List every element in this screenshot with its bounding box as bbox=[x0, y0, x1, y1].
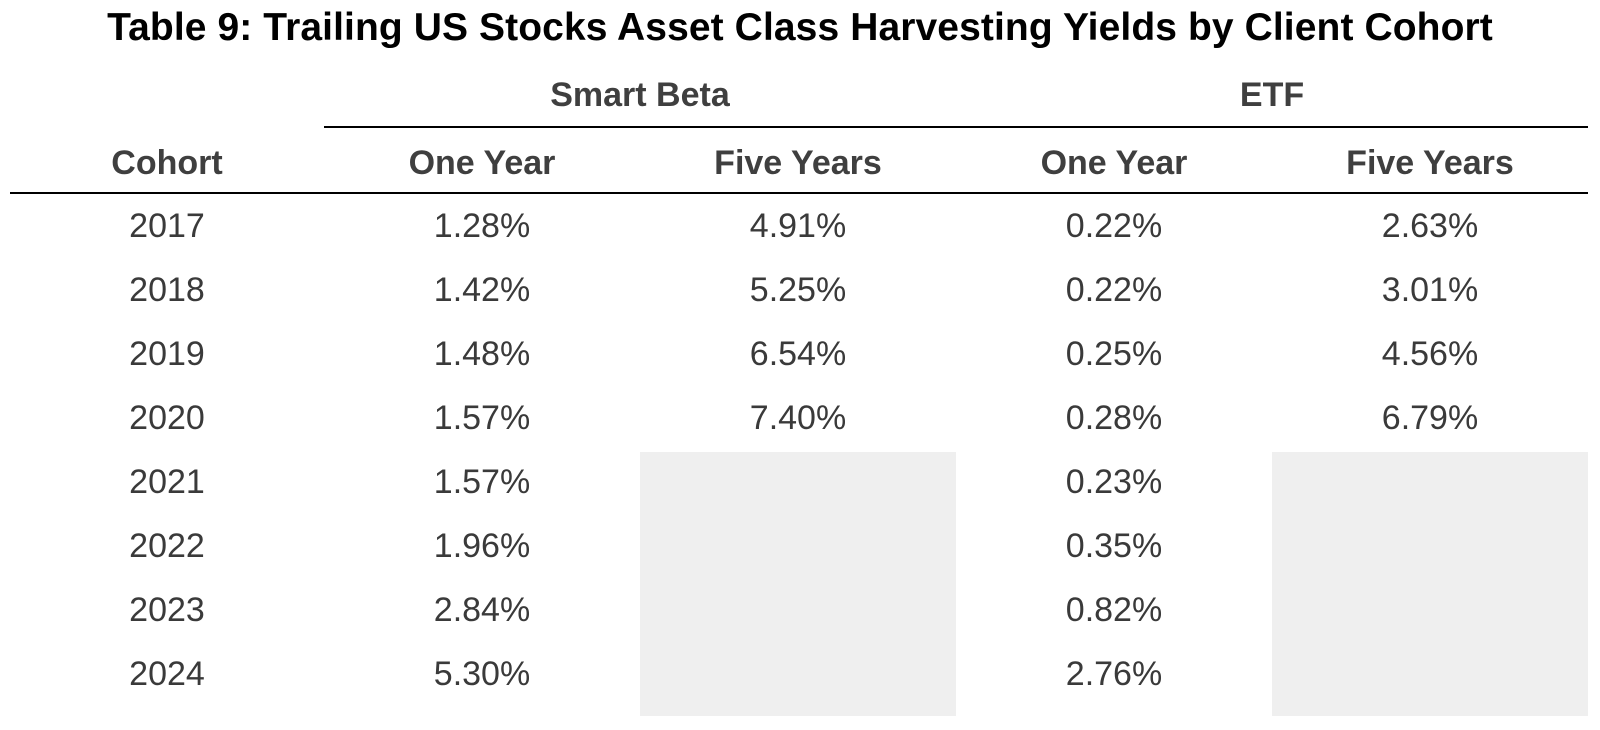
column-header-smart-beta-five-years: Five Years bbox=[714, 144, 882, 182]
cell-etf-five-years bbox=[1272, 642, 1588, 706]
column-header-etf-five-years: Five Years bbox=[1346, 144, 1514, 182]
cell-etf-one-year: 0.82% bbox=[1065, 591, 1163, 629]
cell-etf-one-year: 0.25% bbox=[1065, 335, 1163, 373]
cell-etf-one-year: 0.22% bbox=[1065, 271, 1163, 309]
cell-smart-beta-five-years bbox=[640, 642, 956, 706]
cell-cohort: 2020 bbox=[129, 399, 205, 437]
cell-etf-five-years bbox=[1272, 578, 1588, 642]
smart-beta-five-years-unavailable-shade bbox=[640, 452, 956, 716]
cell-smart-beta-five-years: 5.25% bbox=[749, 271, 847, 309]
group-header-smart-beta: Smart Beta bbox=[550, 76, 730, 114]
cell-smart-beta-one-year: 1.57% bbox=[433, 399, 531, 437]
cell-smart-beta-one-year: 2.84% bbox=[433, 591, 531, 629]
cell-smart-beta-five-years bbox=[640, 450, 956, 514]
cell-cohort: 2022 bbox=[129, 527, 205, 565]
column-header-smart-beta-one-year: One Year bbox=[408, 144, 556, 182]
cell-smart-beta-one-year: 5.30% bbox=[433, 655, 531, 693]
cell-etf-five-years bbox=[1272, 450, 1588, 514]
cell-cohort: 2019 bbox=[129, 335, 205, 373]
cell-smart-beta-five-years: 6.54% bbox=[749, 335, 847, 373]
cell-etf-five-years: 2.63% bbox=[1381, 207, 1479, 245]
cell-cohort: 2021 bbox=[129, 463, 205, 501]
cell-smart-beta-five-years bbox=[640, 514, 956, 578]
cell-etf-five-years: 6.79% bbox=[1381, 399, 1479, 437]
group-header-etf: ETF bbox=[1239, 76, 1305, 114]
cell-etf-five-years: 4.56% bbox=[1381, 335, 1479, 373]
cell-smart-beta-five-years bbox=[640, 578, 956, 642]
cell-smart-beta-one-year: 1.42% bbox=[433, 271, 531, 309]
cell-etf-one-year: 0.23% bbox=[1065, 463, 1163, 501]
column-header-cohort: Cohort bbox=[111, 144, 223, 182]
etf-five-years-unavailable-shade bbox=[1272, 452, 1588, 716]
cell-cohort: 2018 bbox=[129, 271, 205, 309]
cell-etf-one-year: 0.22% bbox=[1065, 207, 1163, 245]
cell-etf-five-years: 3.01% bbox=[1381, 271, 1479, 309]
column-header-etf-one-year: One Year bbox=[1040, 144, 1188, 182]
cell-etf-one-year: 0.28% bbox=[1065, 399, 1163, 437]
cell-smart-beta-one-year: 1.28% bbox=[433, 207, 531, 245]
cell-etf-one-year: 0.35% bbox=[1065, 527, 1163, 565]
cell-smart-beta-five-years: 4.91% bbox=[749, 207, 847, 245]
cell-smart-beta-five-years: 7.40% bbox=[749, 399, 847, 437]
cell-cohort: 2017 bbox=[129, 207, 205, 245]
cell-cohort: 2024 bbox=[129, 655, 205, 693]
group-header-rule bbox=[324, 126, 1588, 128]
table-title: Table 9: Trailing US Stocks Asset Class … bbox=[107, 6, 1493, 49]
cell-smart-beta-one-year: 1.96% bbox=[433, 527, 531, 565]
column-header-rule bbox=[10, 192, 1588, 194]
cell-etf-one-year: 2.76% bbox=[1065, 655, 1163, 693]
cell-etf-five-years bbox=[1272, 514, 1588, 578]
cell-smart-beta-one-year: 1.57% bbox=[433, 463, 531, 501]
cell-cohort: 2023 bbox=[129, 591, 205, 629]
cell-smart-beta-one-year: 1.48% bbox=[433, 335, 531, 373]
